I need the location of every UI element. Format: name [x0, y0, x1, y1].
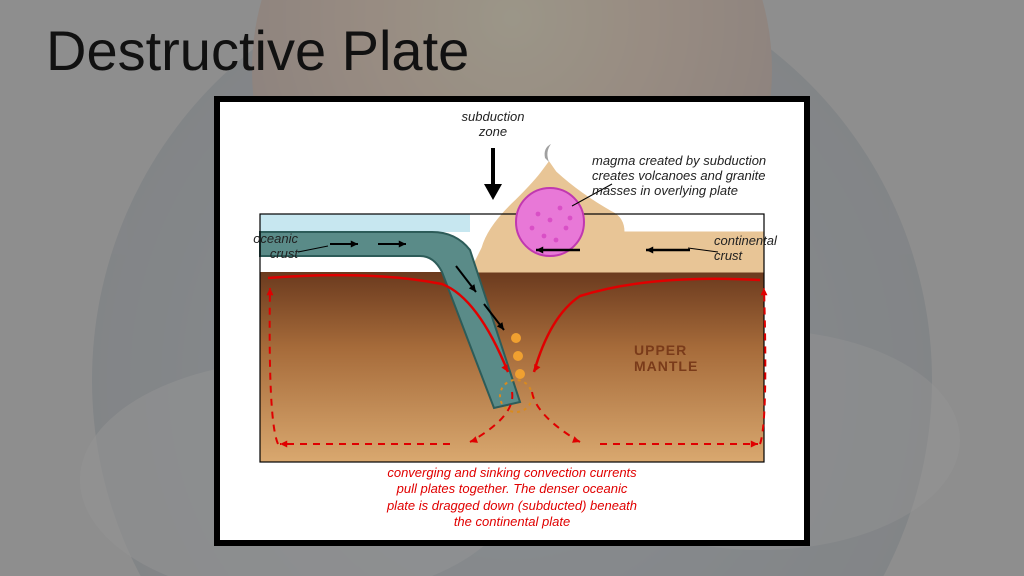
label-oceanic-crust: oceaniccrust [226, 232, 298, 262]
label-subduction-zone: subductionzone [438, 110, 548, 140]
diagram-caption: converging and sinking convection curren… [220, 465, 804, 530]
slide-title: Destructive Plate [46, 18, 469, 83]
label-continental-crust: continentalcrust [714, 234, 800, 264]
label-upper-mantle: UPPERMANTLE [634, 342, 698, 374]
label-magma-note: magma created by subductioncreates volca… [592, 154, 792, 199]
slide: Destructive Plate subductionzone oceanic… [0, 0, 1024, 576]
subduction-diagram: subductionzone oceaniccrust continentalc… [214, 96, 810, 546]
